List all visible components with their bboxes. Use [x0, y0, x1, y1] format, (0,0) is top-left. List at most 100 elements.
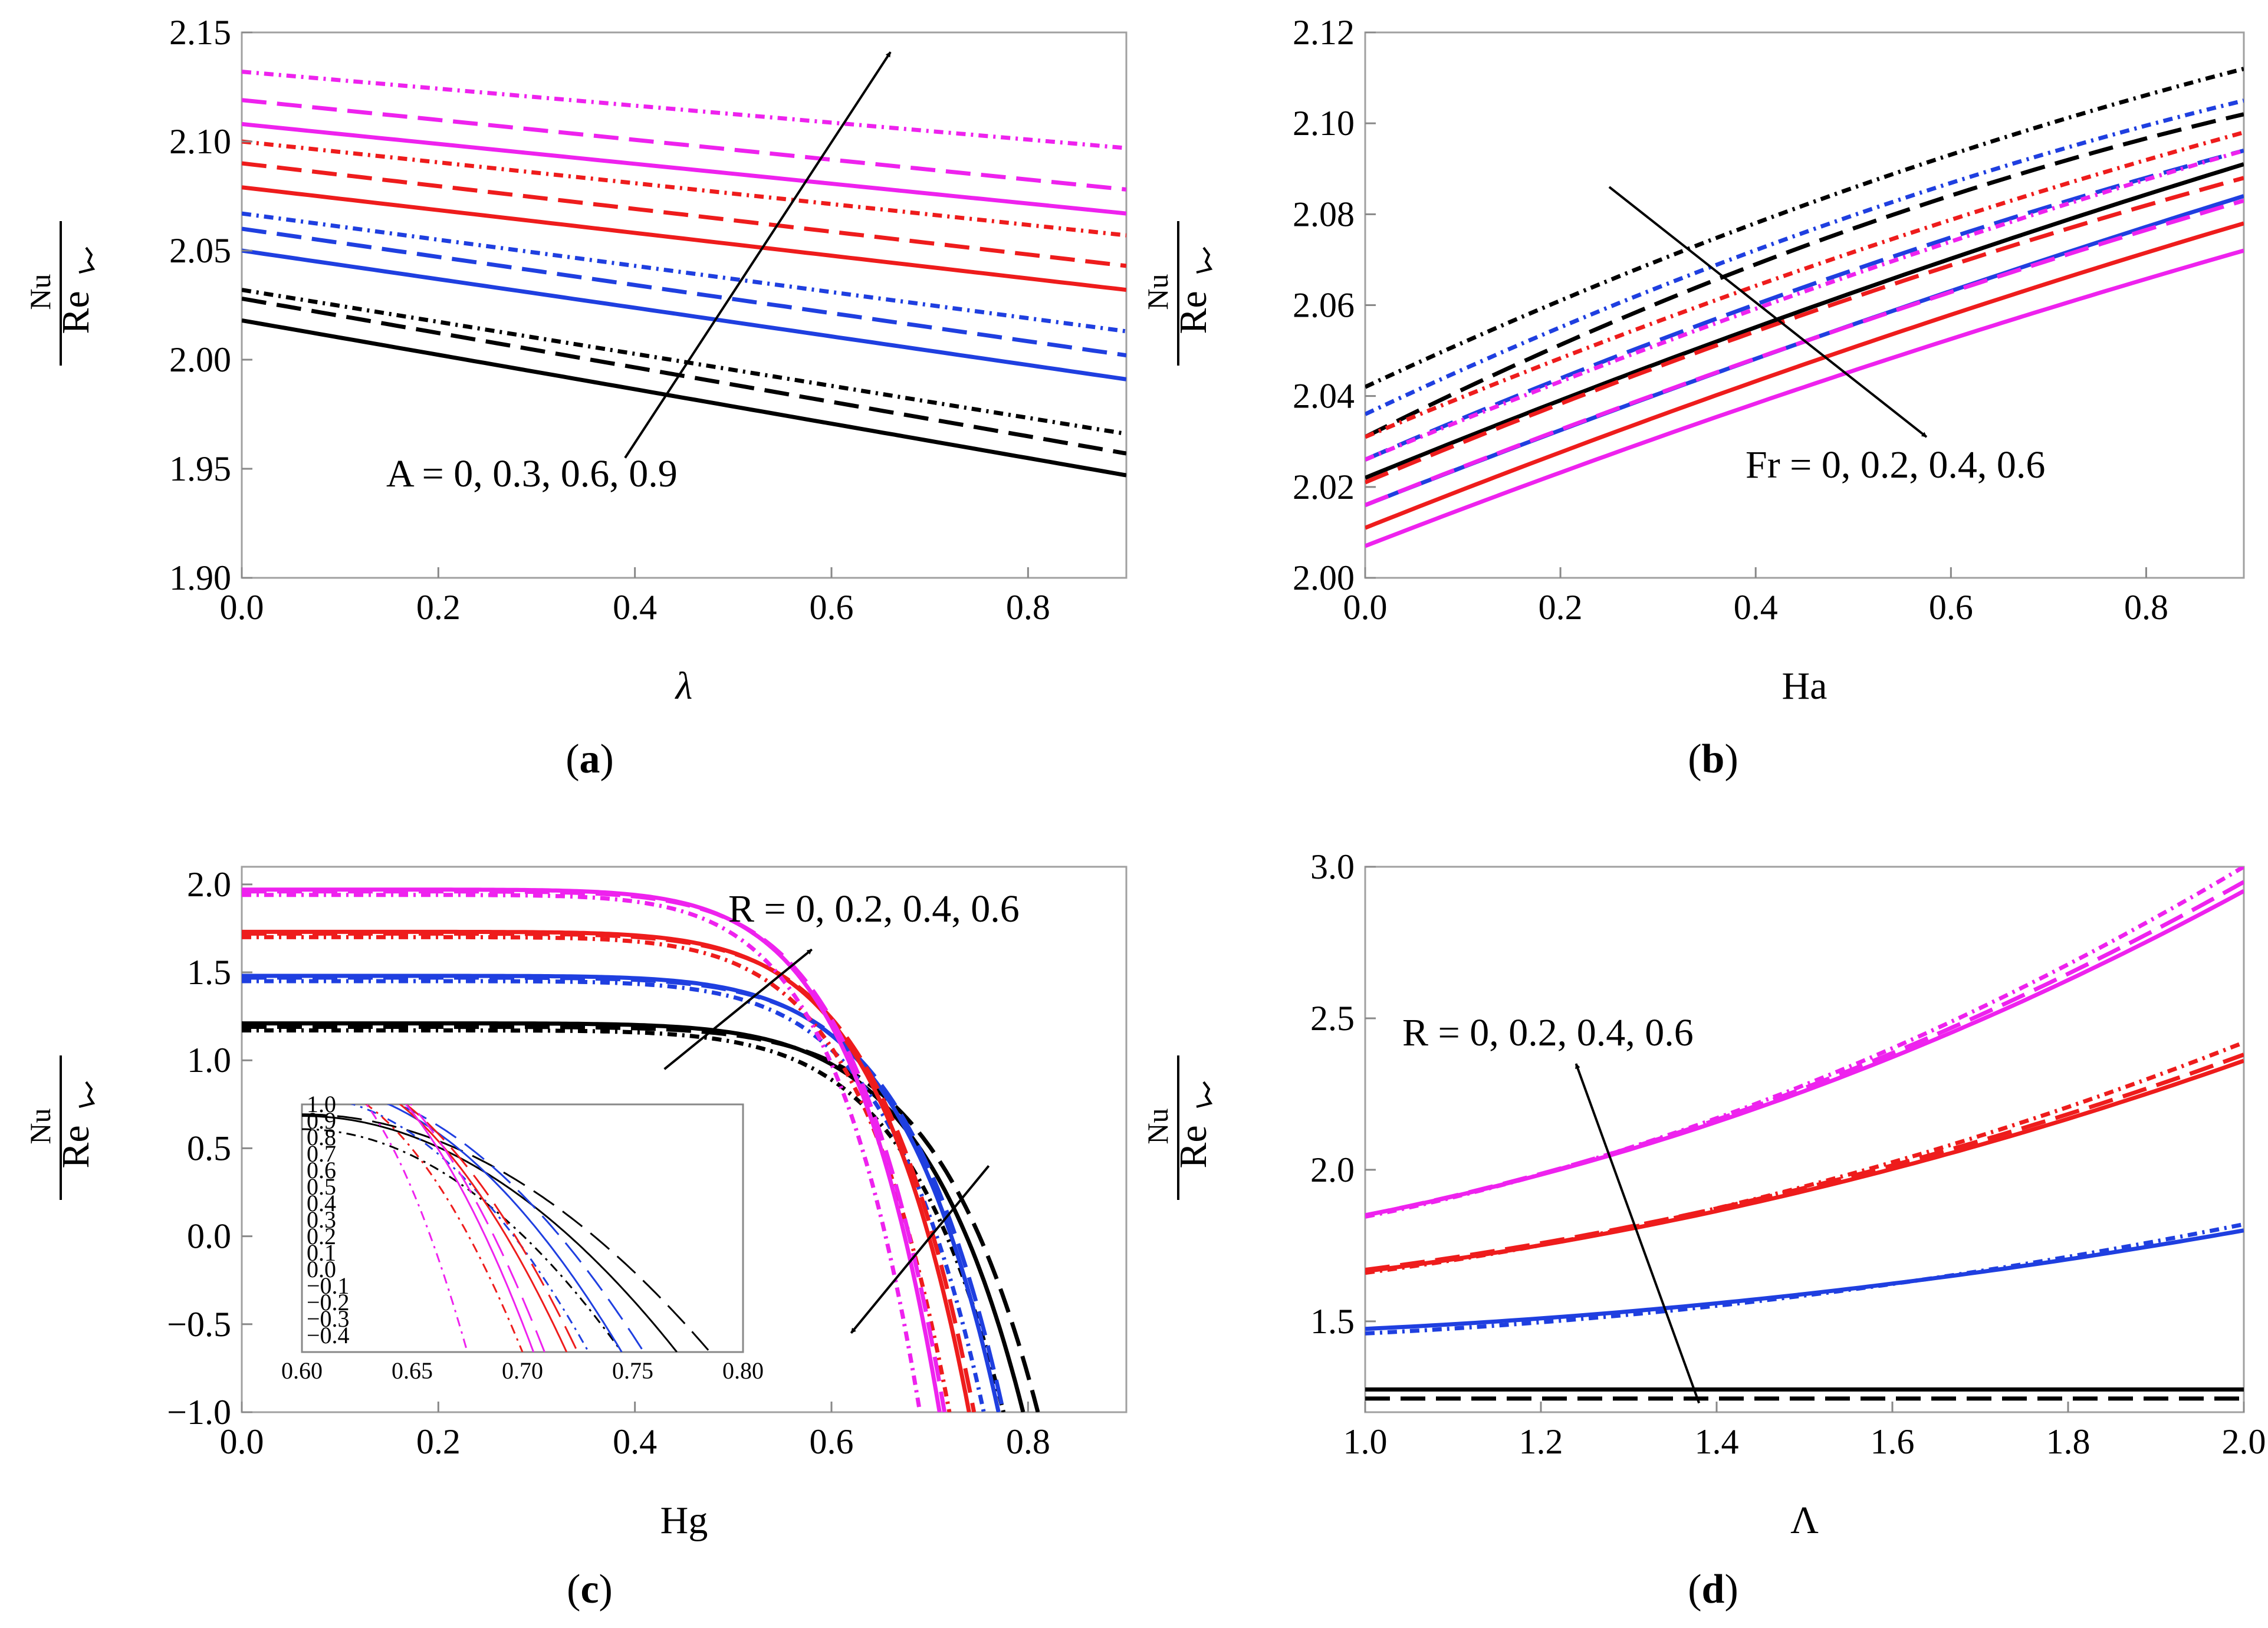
y-tick-label: 1.90: [169, 558, 231, 597]
y-label-numerator: Nu: [1141, 274, 1174, 310]
y-label-denominator: Re: [54, 291, 97, 334]
inset-y-tick-label: −0.1: [307, 1272, 350, 1299]
series-line-black-dotted: [1365, 67, 2244, 389]
inset-y-tick-label: 0.8: [307, 1124, 336, 1150]
x-tick-label: 1.6: [1871, 1422, 1915, 1461]
x-tick-label: 1.8: [2046, 1422, 2090, 1461]
series-line-black-solid: [242, 318, 1126, 478]
plot-frame: [241, 866, 1128, 1413]
x-tick-label: 1.4: [1695, 1422, 1739, 1461]
series-line-magenta-dotted: [242, 893, 922, 1412]
inset-x-tick-label: 0.70: [502, 1357, 543, 1384]
panel-caption: (b): [1688, 736, 1738, 782]
sqrt-sign-icon: [1196, 246, 1213, 274]
inset-y-tick-label: 0.5: [307, 1173, 336, 1200]
panel-c-chart: 0.0 0.2 0.4 0.6 0.8 −1.0−0.50.00.51.01.52.0 …: [24, 865, 1128, 1612]
series-line-red-dashed: [242, 161, 1126, 268]
annotation-arrows: [1608, 186, 1928, 438]
series-line-red-dotted: [242, 935, 952, 1412]
series-line-magenta-dotted: [1365, 867, 2244, 1219]
series-line-blue-solid: [386, 1104, 623, 1352]
annotation-arrow: [663, 948, 813, 1070]
caption-letter: a: [580, 736, 600, 782]
inset-y-tick-label: 0.1: [307, 1239, 336, 1266]
inset-y-tick-labels: −0.4−0.3−0.2−0.10.00.10.20.30.40.50.60.7…: [307, 1091, 350, 1349]
inset-y-tick-label: −0.4: [307, 1322, 350, 1349]
y-tick-label: 1.5: [187, 953, 231, 992]
series-line-red-dotted: [1365, 130, 2244, 439]
inset-y-tick-label: 0.4: [307, 1190, 336, 1216]
series-line-blue-dotted: [1365, 1222, 2244, 1336]
annotation-arrow: [1608, 186, 1928, 438]
series-line-magenta-solid: [242, 121, 1126, 216]
x-tick-label: 0.4: [613, 1422, 657, 1461]
y-tick-labels: 1.5 2.0 2.5 3.0: [1310, 847, 1376, 1341]
series-line-red-solid: [1365, 221, 2244, 530]
inset-x-tick-labels: 0.60 0.65 0.70 0.75 0.80: [281, 1357, 764, 1384]
y-tick-label: 2.10: [1293, 104, 1355, 143]
annotation-arrows: [624, 51, 892, 459]
y-tick-label: 1.0: [187, 1041, 231, 1080]
inset-y-tick-label: 0.6: [307, 1157, 336, 1183]
annotation-arrow: [850, 1165, 990, 1334]
panel-d-chart: 1.0 1.2 1.4 1.6 1.8 2.0 1.5 2.0 2.5 3.0 R = 0, 0…: [1141, 847, 2266, 1612]
y-tick-label: 2.06: [1293, 286, 1355, 325]
series-line-blue-solid: [242, 248, 1126, 381]
y-tick-label: 0.0: [187, 1217, 231, 1256]
y-tick-label: −1.0: [167, 1393, 231, 1432]
x-axis-label: Hg: [660, 1499, 708, 1542]
series-line-black-solid: [302, 1115, 678, 1352]
series-line-red-dashed: [242, 931, 977, 1412]
series-line-red-dashed: [1365, 176, 2244, 485]
series-line-magenta-dotted: [365, 1104, 468, 1352]
y-axis-label: Nu Re: [24, 221, 97, 366]
y-tick-label: 2.0: [1310, 1150, 1355, 1189]
parameter-annotation: R = 0, 0.2, 0.4, 0.6: [728, 887, 1020, 930]
sqrt-sign-icon: [1196, 1081, 1213, 1108]
y-label-denominator: Re: [1172, 1125, 1215, 1168]
x-axis-label: Ha: [1782, 665, 1827, 708]
series-line-blue-dashed: [242, 226, 1126, 358]
series-line-blue-dashed: [242, 975, 1006, 1412]
inset-y-tick-label: 0.9: [307, 1107, 336, 1134]
y-tick-label: 2.5: [1310, 999, 1355, 1038]
x-tick-labels: 0.0 0.2 0.4 0.6 0.8: [220, 567, 1050, 627]
x-tick-label: 0.2: [1539, 588, 1583, 627]
annotation-arrow: [624, 51, 892, 459]
inset-x-tick-label: 0.60: [281, 1357, 323, 1384]
series-line-magenta-dashed: [409, 1104, 545, 1352]
y-label-numerator: Nu: [24, 1108, 57, 1144]
x-tick-labels: 0.0 0.2 0.4 0.6 0.8: [220, 1402, 1050, 1461]
series-line-red-dotted: [364, 1104, 524, 1352]
y-tick-label: 2.0: [187, 865, 231, 904]
y-tick-label: 1.95: [169, 449, 231, 488]
y-tick-label: 2.05: [169, 231, 231, 270]
series-line-magenta-solid: [405, 1104, 535, 1352]
x-tick-label: 0.6: [1929, 588, 1973, 627]
x-tick-label: 0.4: [1734, 588, 1778, 627]
inset-x-tick-label: 0.80: [722, 1357, 764, 1384]
y-tick-labels: 2.00 2.02 2.04 2.06 2.08 2.10 2.12: [1293, 13, 1376, 597]
y-tick-label: 2.02: [1293, 468, 1355, 507]
x-tick-label: 0.0: [220, 588, 264, 627]
series-line-black-solid: [242, 1021, 1025, 1412]
series-line-red-dashed: [405, 1104, 578, 1352]
series-line-magenta-dashed: [242, 98, 1126, 192]
series-line-red-dotted: [1365, 1040, 2244, 1275]
series-line-red-dotted: [242, 139, 1126, 238]
series-line-black-dashed: [1365, 112, 2244, 439]
inset-y-tick-label: −0.3: [307, 1305, 350, 1332]
y-axis-label: Nu Re: [1141, 1055, 1215, 1200]
inset-x-tick-label: 0.75: [612, 1357, 653, 1384]
series-line-magenta-dotted: [242, 70, 1126, 150]
y-tick-label: 0.5: [187, 1129, 231, 1167]
sqrt-sign-icon: [78, 1081, 96, 1108]
series-line-magenta-solid: [1365, 248, 2244, 548]
y-tick-label: 3.0: [1310, 847, 1355, 886]
caption-letter: c: [580, 1567, 599, 1612]
series-lines: [1365, 867, 2244, 1401]
series-line-black-dashed: [242, 1025, 1040, 1412]
x-tick-label: 0.4: [613, 588, 657, 627]
y-tick-label: 2.04: [1293, 377, 1355, 416]
